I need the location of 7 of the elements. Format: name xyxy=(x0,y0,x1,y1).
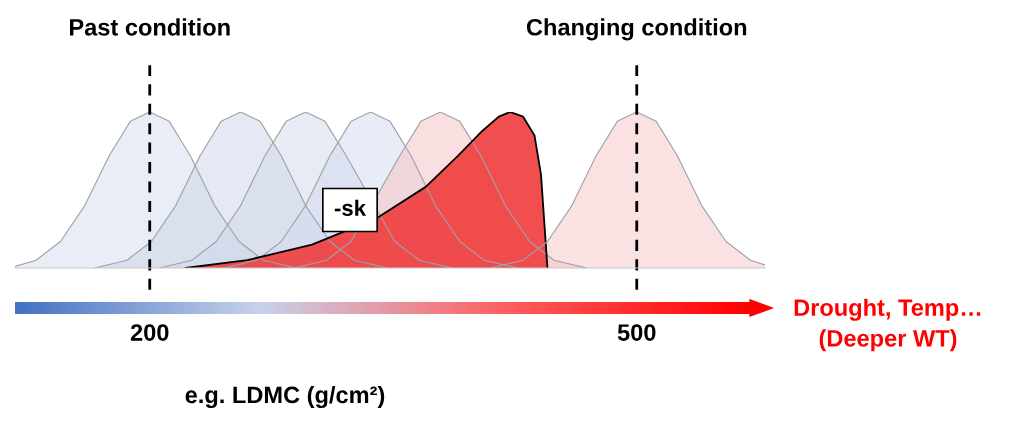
ref-line-label: Changing condition xyxy=(526,18,747,41)
x-tick-label: 200 xyxy=(130,324,169,341)
x-axis-title: e.g. LDMC (g/cm²) xyxy=(185,385,385,409)
annotation: -sk xyxy=(334,199,367,216)
x-tick-label: 500 xyxy=(617,324,656,341)
text: Drought, Temp… (Deeper WT) xyxy=(794,298,981,352)
ref-line-label: Past condition xyxy=(70,18,230,36)
